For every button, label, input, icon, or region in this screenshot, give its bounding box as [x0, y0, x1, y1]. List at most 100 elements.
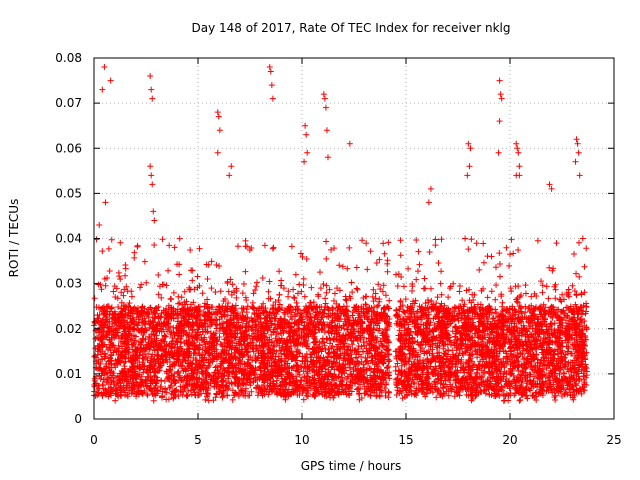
data-point: [503, 244, 510, 251]
data-point: [534, 237, 541, 244]
data-point: [484, 253, 491, 260]
data-point: [128, 288, 135, 295]
data-point: [187, 247, 194, 254]
data-point: [99, 248, 106, 255]
data-point: [242, 237, 249, 244]
data-point: [252, 287, 259, 294]
data-point: [367, 248, 374, 255]
data-point: [488, 288, 495, 295]
data-point: [581, 263, 588, 270]
data-point: [229, 387, 236, 394]
data-point: [376, 256, 383, 263]
data-point: [98, 286, 105, 293]
data-point: [421, 275, 428, 282]
data-point: [355, 343, 362, 350]
data-point: [110, 288, 117, 295]
data-point: [456, 288, 463, 295]
data-point: [435, 260, 442, 267]
data-point: [528, 293, 535, 300]
data-point: [344, 265, 351, 272]
data-point: [493, 282, 500, 289]
data-point: [248, 388, 255, 395]
data-point: [128, 293, 135, 300]
data-point: [323, 282, 330, 289]
data-point: [225, 288, 232, 295]
data-point: [445, 294, 452, 301]
data-point: [326, 286, 333, 293]
data-point: [285, 293, 292, 300]
data-point: [151, 242, 158, 249]
data-point: [159, 236, 166, 243]
data-point: [301, 293, 308, 300]
data-point: [438, 236, 445, 243]
data-point: [322, 300, 329, 307]
data-point: [438, 268, 445, 275]
data-point: [163, 389, 170, 396]
data-point: [400, 283, 407, 290]
data-point: [143, 354, 150, 361]
data-point: [294, 336, 301, 343]
data-point: [254, 279, 261, 286]
data-point: [239, 290, 246, 297]
data-point: [300, 282, 307, 289]
data-point: [522, 290, 529, 297]
data-point: [175, 300, 182, 307]
data-point: [137, 284, 144, 291]
data-point: [204, 296, 211, 303]
data-point: [428, 297, 435, 304]
data-point: [451, 393, 458, 400]
data-point: [408, 288, 415, 295]
data-point: [526, 308, 533, 315]
data-point: [168, 296, 175, 303]
data-point: [432, 236, 439, 243]
data-point: [317, 285, 324, 292]
data-point: [212, 288, 219, 295]
data-point: [316, 269, 323, 276]
data-point: [170, 289, 177, 296]
data-point: [522, 282, 529, 289]
data-point: [322, 295, 329, 302]
data-point: [217, 288, 224, 295]
data-point: [116, 273, 123, 280]
data-point: [493, 264, 500, 271]
data-point: [515, 246, 522, 253]
data-point: [539, 289, 546, 296]
data-point: [569, 282, 576, 289]
data-point: [416, 261, 423, 268]
data-point: [260, 300, 267, 307]
data-point: [397, 237, 404, 244]
data-point: [379, 288, 386, 295]
data-point: [543, 283, 550, 290]
data-point: [270, 244, 277, 251]
data-point: [576, 273, 583, 280]
data-point: [240, 280, 247, 287]
data-point: [253, 283, 260, 290]
data-point: [581, 289, 588, 296]
data-point: [189, 277, 196, 284]
data-point: [330, 335, 337, 342]
data-point: [261, 242, 268, 249]
data-point: [459, 297, 466, 304]
data-point: [118, 289, 125, 296]
data-point: [304, 341, 311, 348]
data-point: [480, 259, 487, 266]
data-point: [259, 274, 266, 281]
data-point: [300, 396, 307, 403]
data-point: [225, 351, 232, 358]
data-point: [385, 394, 392, 401]
data-point: [557, 296, 564, 303]
data-point: [506, 262, 513, 269]
data-point: [166, 242, 173, 249]
data-point: [512, 283, 519, 290]
data-point: [303, 392, 310, 399]
data-point: [308, 284, 315, 291]
data-point: [552, 295, 559, 302]
data-point: [427, 285, 434, 292]
data-point: [465, 246, 472, 253]
data-point: [121, 286, 128, 293]
data-point: [468, 397, 475, 404]
data-point: [385, 239, 392, 246]
data-point: [373, 259, 380, 266]
